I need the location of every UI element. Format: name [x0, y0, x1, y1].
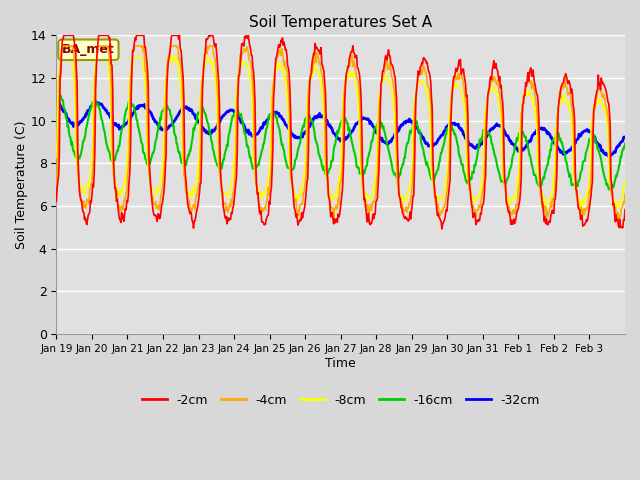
- Y-axis label: Soil Temperature (C): Soil Temperature (C): [15, 120, 28, 249]
- Text: BA_met: BA_met: [62, 43, 115, 56]
- Title: Soil Temperatures Set A: Soil Temperatures Set A: [249, 15, 432, 30]
- Legend: -2cm, -4cm, -8cm, -16cm, -32cm: -2cm, -4cm, -8cm, -16cm, -32cm: [136, 389, 545, 411]
- X-axis label: Time: Time: [325, 357, 356, 370]
